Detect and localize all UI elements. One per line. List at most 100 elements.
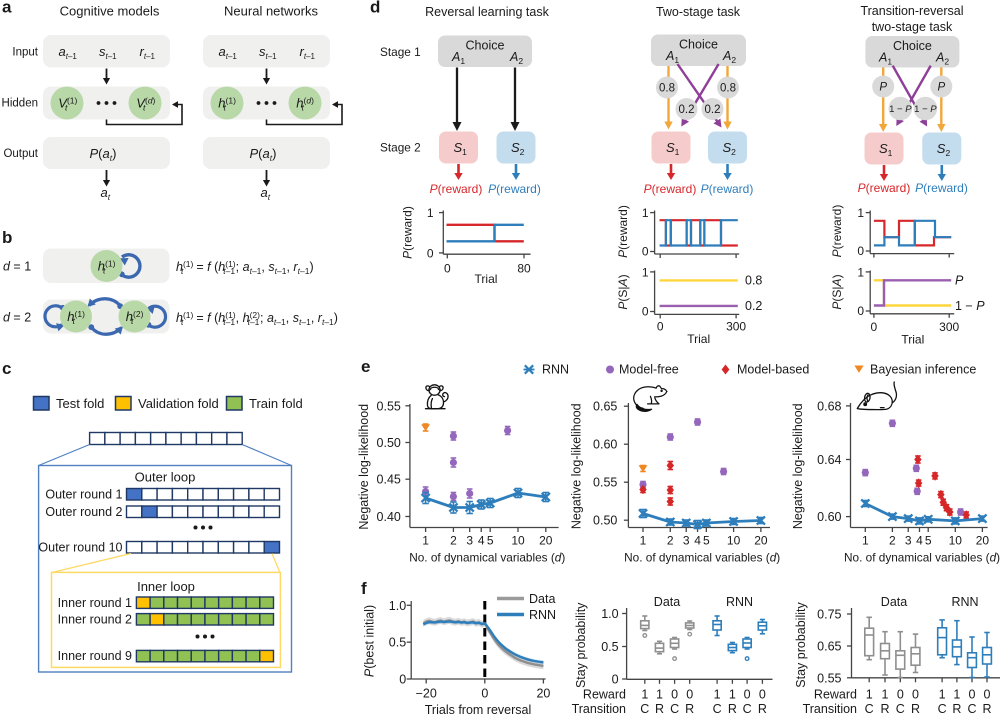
svg-text:0.55: 0.55: [377, 399, 401, 413]
svg-text:Inner loop: Inner loop: [137, 579, 195, 594]
svg-text:0: 0: [444, 261, 451, 275]
svg-text:Model-free: Model-free: [619, 363, 679, 377]
svg-text:0: 0: [686, 688, 693, 702]
svg-text:0.75: 0.75: [817, 608, 841, 622]
svg-text:c: c: [2, 359, 11, 378]
svg-text:0.50: 0.50: [593, 514, 617, 528]
svg-text:20: 20: [976, 534, 990, 548]
svg-text:C: C: [865, 702, 874, 716]
svg-text:0.8: 0.8: [720, 83, 736, 95]
svg-text:Trial: Trial: [687, 332, 710, 346]
svg-text:V(d)t​: V(d)t​: [136, 95, 155, 112]
svg-text:300: 300: [939, 320, 959, 334]
svg-text:h(1)t​: h(1)t​: [218, 95, 236, 112]
svg-text:1: 1: [939, 688, 946, 702]
svg-text:P(reward): P(reward): [430, 182, 483, 196]
svg-text:h(1)t​ = f (h(1)t–1​, h(2)t–1​: h(1)t​ = f (h(1)t–1​, h(2)t–1​; at–1​, s…: [176, 310, 338, 327]
svg-text:1: 1: [857, 266, 864, 280]
svg-text:20: 20: [536, 687, 550, 701]
svg-text:R: R: [728, 702, 737, 716]
svg-text:d: d: [370, 0, 380, 17]
svg-text:2: 2: [450, 534, 457, 548]
svg-text:1: 1: [857, 206, 864, 220]
svg-text:4: 4: [916, 534, 923, 548]
svg-text:Outer round 2: Outer round 2: [45, 505, 122, 519]
svg-text:0.2: 0.2: [679, 104, 695, 116]
svg-text:Reward: Reward: [814, 688, 857, 702]
svg-text:0: 0: [857, 304, 864, 318]
svg-text:80: 80: [517, 261, 531, 275]
svg-text:1: 1: [640, 534, 647, 548]
svg-text:C: C: [640, 702, 649, 716]
svg-text:5: 5: [703, 534, 710, 548]
svg-text:Reward: Reward: [583, 688, 626, 702]
svg-text:3: 3: [683, 534, 690, 548]
svg-text:0: 0: [427, 247, 434, 261]
svg-text:C: C: [896, 702, 905, 716]
svg-text:P(best initial): P(best initial): [363, 605, 377, 677]
svg-text:0.64: 0.64: [817, 453, 841, 467]
svg-text:10: 10: [727, 534, 741, 548]
svg-text:Stay probability: Stay probability: [574, 602, 588, 688]
svg-text:d = 2: d = 2: [3, 311, 31, 325]
svg-text:A2​: A2​: [509, 50, 523, 66]
svg-text:R: R: [911, 702, 920, 716]
svg-text:0: 0: [744, 688, 751, 702]
svg-text:0: 0: [671, 688, 678, 702]
svg-text:Inner round 2: Inner round 2: [58, 612, 132, 626]
svg-text:0: 0: [759, 688, 766, 702]
svg-text:Inner round 1: Inner round 1: [58, 596, 132, 610]
svg-text:Stage 2: Stage 2: [380, 141, 421, 155]
svg-text:P(at​): P(at​): [90, 146, 117, 163]
svg-text:0.5: 0.5: [601, 640, 618, 654]
svg-text:0.8: 0.8: [745, 274, 762, 288]
svg-text:0: 0: [871, 320, 878, 334]
svg-text:1: 1: [427, 206, 434, 220]
svg-text:Choice: Choice: [679, 38, 718, 52]
svg-text:0: 0: [657, 320, 664, 334]
svg-text:A1​: A1​: [665, 49, 679, 65]
svg-text:0: 0: [857, 244, 864, 258]
svg-text:S2​: S2​: [723, 140, 737, 157]
svg-text:P(reward): P(reward): [644, 182, 697, 196]
svg-text:f: f: [361, 579, 367, 598]
svg-text:0.2: 0.2: [705, 104, 721, 116]
svg-text:Transition: Transition: [572, 702, 626, 716]
svg-text:0: 0: [642, 305, 649, 319]
svg-text:0: 0: [912, 688, 919, 702]
svg-text:Data: Data: [529, 592, 555, 606]
svg-text:h(1)t​: h(1)t​: [98, 258, 116, 275]
svg-text:RNN: RNN: [726, 595, 753, 609]
svg-text:2: 2: [889, 534, 896, 548]
svg-text:V(1)t​: V(1)t​: [58, 95, 77, 112]
svg-text:0: 0: [481, 687, 488, 701]
svg-text:Outer loop: Outer loop: [135, 470, 196, 485]
svg-text:1: 1: [862, 534, 869, 548]
svg-text:1: 1: [729, 688, 736, 702]
svg-text:Data: Data: [654, 595, 680, 609]
svg-text:C: C: [967, 702, 976, 716]
svg-text:0: 0: [612, 673, 619, 687]
svg-text:Negative log-likelihood: Negative log-likelihood: [791, 403, 805, 529]
svg-text:rt–1​: rt–1​: [300, 44, 316, 61]
svg-text:st–1​: st–1​: [259, 44, 277, 61]
svg-text:300: 300: [726, 320, 746, 334]
svg-text:S2​: S2​: [937, 141, 951, 158]
svg-text:4: 4: [694, 534, 701, 548]
svg-text:P(S|A): P(S|A): [616, 274, 630, 309]
svg-text:0.60: 0.60: [817, 510, 841, 524]
svg-text:Outer round 10: Outer round 10: [38, 541, 122, 555]
svg-text:Validation fold: Validation fold: [138, 396, 219, 411]
svg-text:1: 1: [641, 688, 648, 702]
svg-text:1: 1: [642, 266, 649, 280]
svg-text:C: C: [670, 702, 679, 716]
svg-text:Cognitive models: Cognitive models: [60, 4, 160, 19]
svg-text:1: 1: [714, 688, 721, 702]
svg-text:0.60: 0.60: [593, 438, 617, 452]
svg-text:0: 0: [969, 688, 976, 702]
svg-text:Test fold: Test fold: [56, 396, 104, 411]
svg-text:0: 0: [897, 688, 904, 702]
svg-text:P(S|A): P(S|A): [830, 274, 844, 309]
svg-text:Data: Data: [881, 595, 907, 609]
svg-text:0: 0: [642, 245, 649, 259]
